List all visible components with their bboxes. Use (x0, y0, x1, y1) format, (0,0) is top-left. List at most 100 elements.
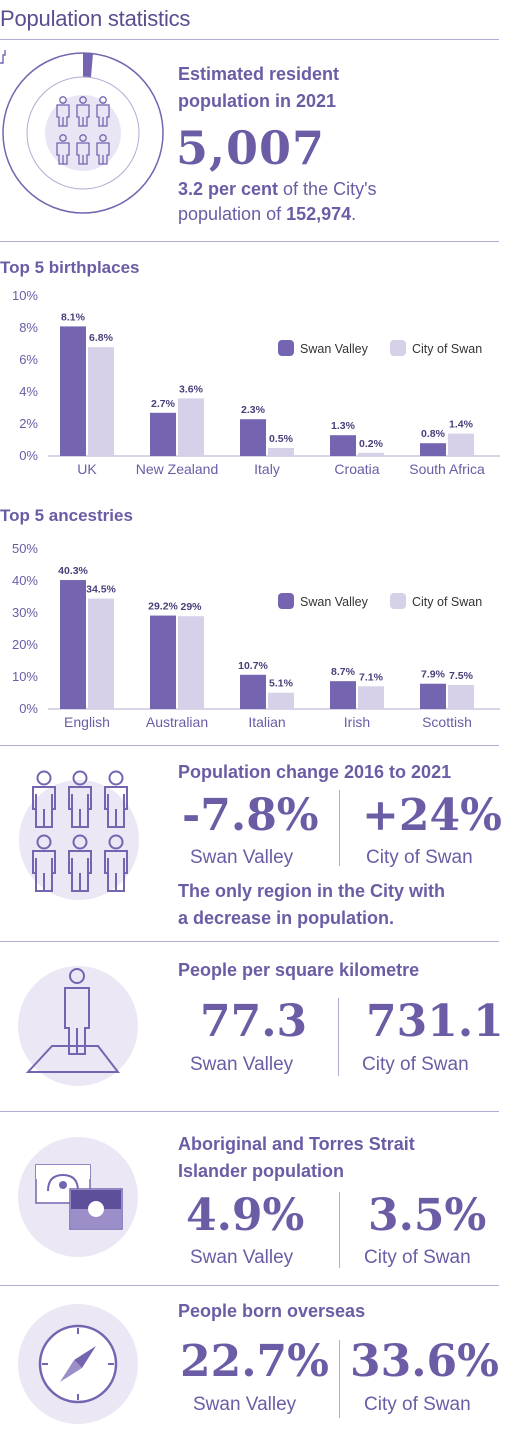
overseas-left-label: Swan Valley (193, 1394, 297, 1415)
ancestries-legend-swatch (278, 593, 294, 609)
divider (0, 39, 499, 40)
birthplaces-data-label: 2.3% (241, 404, 266, 416)
birthplaces-bar (420, 443, 446, 456)
birthplaces-data-label: 3.6% (179, 383, 204, 395)
birthplaces-data-label: 6.8% (89, 332, 114, 344)
change-left-value: -7.8% (182, 790, 319, 841)
ancestries-data-label: 34.5% (86, 584, 116, 596)
birthplaces-legend-label: Swan Valley (300, 342, 369, 356)
ancestries-data-label: 7.1% (359, 671, 384, 683)
birthplaces-data-label: 1.3% (331, 420, 356, 432)
birthplaces-bar (178, 398, 204, 456)
birthplaces-data-label: 8.1% (61, 311, 86, 323)
divider (0, 1285, 499, 1286)
ancestries-data-label: 10.7% (238, 660, 268, 672)
divider (0, 1111, 499, 1112)
ancestries-bar (358, 686, 384, 709)
ancestries-bar (60, 580, 86, 709)
birthplaces-category-label: UK (77, 461, 97, 477)
divider (339, 1340, 340, 1418)
birthplaces-data-label: 0.8% (421, 428, 446, 440)
divider (0, 241, 499, 242)
change-right-value: +24% (362, 790, 502, 841)
density-left-label: Swan Valley (190, 1054, 294, 1075)
ancestries-ytick: 40% (12, 573, 38, 588)
density-right-label: City of Swan (362, 1054, 469, 1075)
aboriginal-right-label: City of Swan (364, 1247, 471, 1268)
ancestries-data-label: 7.5% (449, 670, 474, 682)
erp-heading: Estimated resident population in 2021 (178, 64, 340, 111)
overseas-heading: People born overseas (178, 1301, 366, 1321)
ancestries-category-label: English (64, 714, 110, 730)
birthplaces-heading: Top 5 birthplaces (0, 258, 140, 277)
aboriginal-left-value: 4.9% (186, 1190, 305, 1241)
ancestries-data-label: 29% (180, 601, 202, 613)
birthplaces-bar (358, 452, 384, 456)
people-grid-icon (0, 36, 170, 220)
ancestries-ytick: 30% (12, 605, 38, 620)
divider (339, 790, 340, 866)
birthplaces-data-label: 2.7% (151, 398, 176, 410)
birthplaces-bar (150, 412, 176, 456)
divider (339, 1192, 340, 1268)
birthplaces-chart: 0% 2% 4% 6% 8% 10% 8.1%6.8% UK 2.7%3.6% New Zeala… (12, 288, 500, 477)
ancestries-bar (420, 683, 446, 709)
birthplaces-bar (330, 435, 356, 456)
ancestries-ytick: 20% (12, 637, 38, 652)
ancestries-data-label: 5.1% (269, 678, 294, 690)
birthplaces-ytick: 8% (19, 320, 38, 335)
ancestries-chart: 0% 10% 20% 30% 40% 50% 40.3% 34.5% English 29.2% 2… (12, 541, 500, 730)
ancestries-legend-label: City of Swan (412, 595, 482, 609)
birthplaces-bar (268, 448, 294, 456)
birthplaces-category-label: New Zealand (136, 461, 219, 477)
overseas-right-label: City of Swan (364, 1394, 471, 1415)
birthplaces-ytick: 0% (19, 448, 38, 463)
divider (0, 941, 499, 942)
aboriginal-heading: Aboriginal and Torres Strait Islander po… (178, 1134, 415, 1181)
birthplaces-ytick: 4% (19, 384, 38, 399)
density-left-value: 77.3 (200, 996, 308, 1047)
ancestries-bar (150, 615, 176, 709)
divider (0, 745, 499, 746)
person-on-map-icon (14, 962, 144, 1092)
birthplaces-ytick: 6% (19, 352, 38, 367)
ancestries-ytick: 0% (19, 701, 38, 716)
birthplaces-legend-swatch (390, 340, 406, 356)
flags-icon (14, 1133, 144, 1263)
overseas-left-value: 22.7% (180, 1336, 329, 1387)
birthplaces-category-label: South Africa (409, 461, 485, 477)
change-note: The only region in the City with a decre… (178, 881, 446, 928)
overseas-right-value: 33.6% (350, 1336, 499, 1387)
density-heading: People per square kilometre (178, 960, 420, 980)
aboriginal-left-label: Swan Valley (190, 1247, 294, 1268)
page-title: Population statistics (0, 6, 191, 31)
erp-value: 5,007 (176, 121, 326, 175)
ancestries-data-label: 8.7% (331, 666, 356, 678)
birthplaces-bar (60, 326, 86, 456)
ancestries-heading: Top 5 ancestries (0, 506, 133, 525)
ancestries-bar (330, 681, 356, 709)
ancestries-data-label: 29.2% (148, 601, 178, 613)
density-right-value: 731.1 (366, 996, 504, 1047)
ancestries-category-label: Australian (146, 714, 208, 730)
ancestries-category-label: Irish (344, 714, 370, 730)
birthplaces-data-label: 0.5% (269, 433, 294, 445)
erp-description: 3.2 per cent of the City's population of… (178, 179, 377, 224)
birthplaces-ytick: 2% (19, 416, 38, 431)
ancestries-bar (448, 685, 474, 709)
aboriginal-right-value: 3.5% (368, 1190, 487, 1241)
birthplaces-bar (88, 347, 114, 456)
ancestries-category-label: Italian (248, 714, 285, 730)
ancestries-legend-swatch (390, 593, 406, 609)
ancestries-bar (268, 692, 294, 709)
birthplaces-legend-swatch (278, 340, 294, 356)
change-left-label: Swan Valley (190, 847, 294, 868)
ancestries-category-label: Scottish (422, 714, 472, 730)
birthplaces-bar (240, 419, 266, 456)
ancestries-ytick: 50% (12, 541, 38, 556)
birthplaces-data-label: 1.4% (449, 419, 474, 431)
compass-icon (14, 1302, 144, 1426)
change-heading: Population change 2016 to 2021 (178, 762, 452, 782)
ancestries-legend-label: Swan Valley (300, 595, 369, 609)
divider (338, 998, 339, 1076)
